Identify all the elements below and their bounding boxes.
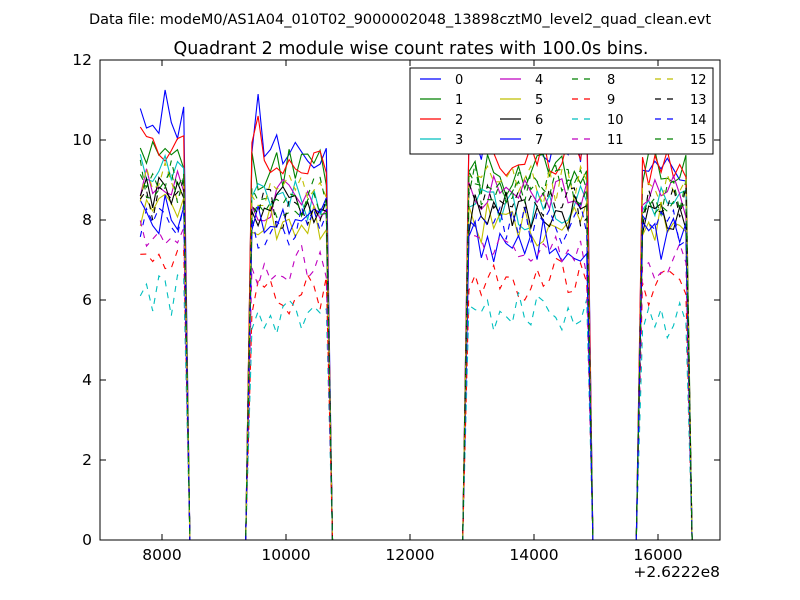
series-line-0 xyxy=(139,89,693,540)
series-line-13 xyxy=(139,179,693,540)
series-line-9 xyxy=(140,249,693,540)
legend-label-15: 15 xyxy=(690,133,707,148)
legend-label-9: 9 xyxy=(607,93,615,108)
x-tick-label: 14000 xyxy=(509,546,558,564)
legend-label-8: 8 xyxy=(607,73,615,88)
legend-label-11: 11 xyxy=(607,133,624,148)
legend-label-4: 4 xyxy=(535,73,543,88)
series-line-6 xyxy=(139,176,693,540)
x-offset-label: +2.6222e8 xyxy=(633,563,720,581)
plot-area xyxy=(139,89,693,540)
series-line-10 xyxy=(139,274,693,540)
series-line-8 xyxy=(139,159,693,540)
y-tick-label: 8 xyxy=(82,211,92,229)
legend-label-6: 6 xyxy=(535,113,543,128)
legend-label-7: 7 xyxy=(535,133,543,148)
y-tick-label: 12 xyxy=(72,51,92,69)
series-line-14 xyxy=(139,201,693,540)
legend-box xyxy=(409,67,714,155)
x-tick-label: 10000 xyxy=(261,546,310,564)
x-tick-label: 8000 xyxy=(142,546,181,564)
series-line-5 xyxy=(139,193,693,540)
legend-label-2: 2 xyxy=(455,113,463,128)
y-tick-label: 4 xyxy=(82,371,92,389)
y-tick-label: 0 xyxy=(82,531,92,549)
series-line-12 xyxy=(139,161,693,540)
series-line-11 xyxy=(139,220,693,540)
series-line-4 xyxy=(139,168,693,540)
legend-label-12: 12 xyxy=(690,73,707,88)
y-tick-label: 2 xyxy=(82,451,92,469)
series-line-1 xyxy=(139,140,693,540)
chart-title: Quadrant 2 module wise count rates with … xyxy=(174,39,649,59)
series-line-7 xyxy=(139,194,693,540)
y-tick-label: 6 xyxy=(82,291,92,309)
legend-label-1: 1 xyxy=(455,93,463,108)
legend-label-14: 14 xyxy=(690,113,707,128)
legend-label-0: 0 xyxy=(455,73,463,88)
legend-label-3: 3 xyxy=(455,133,463,148)
legend-label-10: 10 xyxy=(607,113,624,128)
series-line-2 xyxy=(139,115,693,540)
series-line-3 xyxy=(139,153,693,540)
chart-suptitle: Data file: modeM0/AS1A04_010T02_90000020… xyxy=(89,12,711,28)
series-line-15 xyxy=(139,168,693,540)
y-tick-label: 10 xyxy=(72,131,92,149)
x-tick-label: 12000 xyxy=(385,546,434,564)
x-tick-label: 16000 xyxy=(633,546,682,564)
legend-label-5: 5 xyxy=(535,93,543,108)
legend-label-13: 13 xyxy=(690,93,707,108)
